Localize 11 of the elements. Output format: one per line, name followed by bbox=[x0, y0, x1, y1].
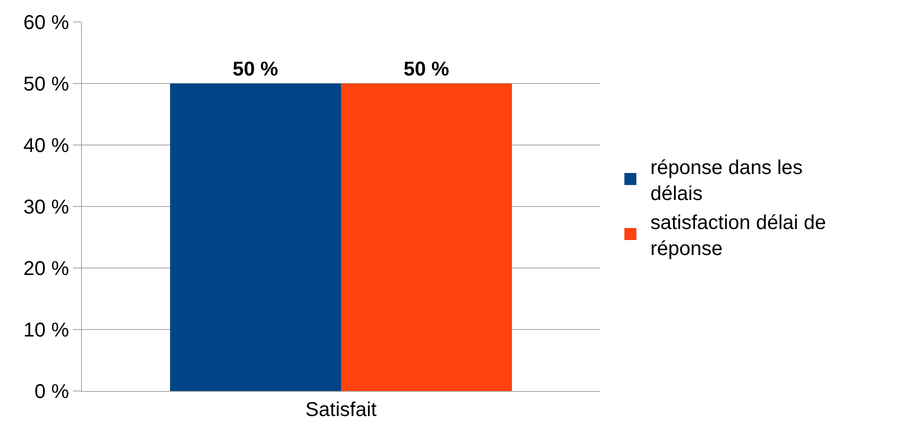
y-tick-label: 10 % bbox=[23, 320, 70, 342]
y-tick-label: 40 % bbox=[23, 135, 70, 157]
y-tick-label: 30 % bbox=[23, 196, 70, 218]
data-label: 50 % bbox=[404, 58, 450, 80]
y-tick-label: 0 % bbox=[34, 381, 70, 403]
y-tick-label: 50 % bbox=[23, 74, 70, 96]
legend-label: satisfaction délai de réponse bbox=[650, 212, 826, 260]
x-tick-label: Satisfait bbox=[305, 399, 378, 421]
y-tick-label: 20 % bbox=[23, 258, 70, 280]
y-tick-label: 60 % bbox=[23, 12, 70, 34]
data-label: 50 % bbox=[232, 58, 278, 80]
